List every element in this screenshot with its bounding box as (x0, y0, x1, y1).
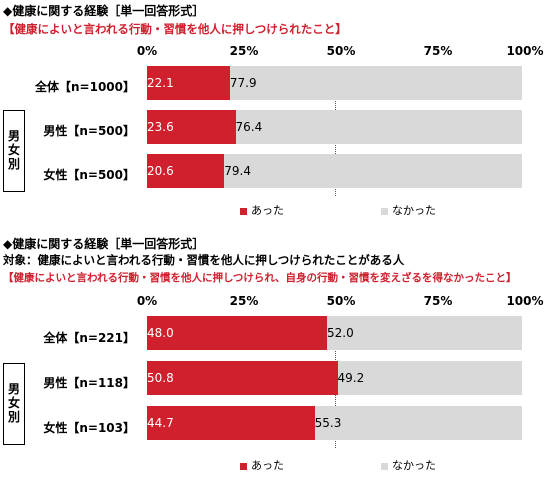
chart-2-legend-label-series-1: あった (251, 459, 284, 472)
chart-2-value-0-series-1: 48.0 (147, 326, 174, 340)
chart-2-group-label: 男女別 (3, 363, 25, 445)
chart-2-value-1-series-2: 49.2 (337, 371, 365, 385)
chart-2-bar-2-series-1: 44.7 (147, 406, 315, 440)
chart-1-tick-100: 100% (506, 44, 544, 58)
chart-2-target: 対象：健康によいと言われる行動・習慣を他人に押しつけられたことがある人 (3, 253, 405, 267)
chart-1-row-label-1: 男性【n=500】 (43, 124, 135, 138)
chart-1-legend-series-2: なかった (381, 204, 436, 218)
chart-2-subtitle: 【健康によいと言われる行動・習慣を他人に押しつけられ、自身の行動・習慣を変えざる… (3, 272, 517, 284)
chart-1-value-0-series-1: 22.1 (147, 76, 174, 90)
chart-1-legend-series-1: あった (240, 204, 284, 218)
chart-2-tick-25: 25% (229, 294, 259, 308)
chart-2-title: ◆健康に関する経験［単一回答形式］ (3, 237, 205, 251)
chart-1-value-2-series-1: 20.6 (147, 164, 174, 178)
chart-2-tick-0: 0% (136, 294, 158, 308)
chart-1-group-label: 男女別 (3, 110, 25, 192)
chart-2-bar-0-series-1: 48.0 (147, 316, 327, 350)
chart-2-row-label-2: 女性【n=103】 (43, 421, 135, 435)
chart-2-legend-label-series-2: なかった (392, 459, 436, 472)
chart-2-tick-75: 75% (423, 294, 453, 308)
chart-2-value-2-series-2: 55.3 (314, 416, 342, 430)
chart-2-legend-series-1: あった (240, 459, 284, 473)
chart-2-tick-100: 100% (506, 294, 544, 308)
chart-1-bar-2-series-2: 79.4 (224, 154, 522, 188)
chart-1-legend-label-series-2: なかった (392, 204, 436, 217)
chart-2-bar-1-series-1: 50.8 (147, 361, 338, 395)
chart-1-group-text: 男女別 (7, 129, 20, 171)
chart-2-row-label-0: 全体【n=221】 (43, 331, 135, 345)
chart-2-value-1-series-1: 50.8 (147, 371, 174, 385)
chart-2-legend-series-2: なかった (381, 459, 436, 473)
chart-1-bar-1-series-1: 23.6 (147, 110, 236, 144)
chart-1-bar-0-series-1: 22.1 (147, 66, 230, 100)
chart-1-bar-2-series-1: 20.6 (147, 154, 225, 188)
chart-1-legend-swatch-series-1 (240, 207, 247, 215)
chart-2-bar-2-series-2: 55.3 (314, 406, 522, 440)
chart-1-tick-50: 50% (326, 44, 356, 58)
chart-1-tick-0: 0% (136, 44, 158, 58)
chart-2-value-0-series-2: 52.0 (327, 326, 354, 340)
chart-2-group-text: 男女別 (7, 382, 20, 424)
chart-2-row-label-1: 男性【n=118】 (43, 376, 135, 390)
chart-1-tick-25: 25% (229, 44, 259, 58)
chart-1-value-1-series-2: 76.4 (235, 120, 263, 134)
chart-1-row-label-2: 女性【n=500】 (43, 168, 135, 182)
chart-1-legend-swatch-series-2 (381, 207, 388, 215)
chart-1-plot-area: 22.1 77.9 23.6 76.4 20.6 79.4 (147, 66, 522, 196)
chart-1-tick-75: 75% (423, 44, 453, 58)
chart-2-tick-50: 50% (326, 294, 356, 308)
chart-2-value-2-series-1: 44.7 (147, 416, 174, 430)
chart-1-legend-label-series-1: あった (251, 204, 284, 217)
chart-1-bar-1-series-2: 76.4 (235, 110, 522, 144)
chart-2-legend-swatch-series-1 (240, 462, 247, 470)
chart-1-subtitle: 【健康によいと言われる行動・習慣を他人に押しつけられたこと】 (3, 22, 347, 36)
chart-1-bar-0-series-2: 77.9 (229, 66, 522, 100)
chart-2-plot-area: 48.0 52.0 50.8 49.2 44.7 55.3 (147, 316, 522, 448)
chart-2-legend-swatch-series-2 (381, 462, 388, 470)
chart-1-value-2-series-2: 79.4 (224, 164, 251, 178)
chart-2-bar-1-series-2: 49.2 (337, 361, 522, 395)
chart-1-value-1-series-1: 23.6 (147, 120, 174, 134)
chart-1-row-label-0: 全体【n=1000】 (35, 80, 135, 94)
chart-1-title: ◆健康に関する経験［単一回答形式］ (3, 4, 205, 18)
chart-2-bar-0-series-2: 52.0 (327, 316, 522, 350)
chart-1-value-0-series-2: 77.9 (229, 76, 257, 90)
